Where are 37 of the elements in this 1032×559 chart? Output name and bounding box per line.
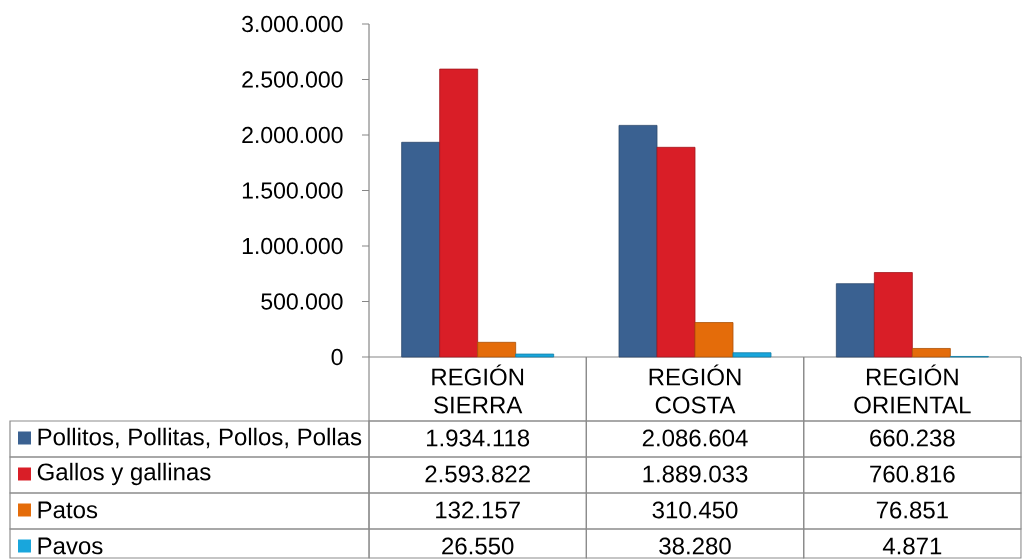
data-label: 2.593.822 bbox=[425, 465, 530, 483]
data-label: 1.889.033 bbox=[643, 465, 748, 483]
x-tick-label: REGIÓN ORIENTAL bbox=[854, 364, 971, 414]
y-tick-label: 3.000.000 bbox=[242, 15, 343, 33]
bar bbox=[732, 352, 772, 358]
data-label: 310.450 bbox=[652, 501, 738, 519]
bar bbox=[835, 283, 875, 358]
data-label: 4.871 bbox=[882, 537, 942, 555]
data-label: 1.934.118 bbox=[427, 429, 530, 447]
legend-label: Pollitos, Pollitas, Pollos, Pollas bbox=[38, 427, 362, 449]
legend-label: Patos bbox=[38, 501, 98, 519]
data-label: 38.280 bbox=[659, 537, 731, 555]
bar bbox=[656, 146, 696, 358]
bar bbox=[618, 124, 658, 358]
x-tick-label: REGIÓN SIERRA bbox=[432, 364, 524, 414]
legend-label: Gallos y gallinas bbox=[37, 462, 211, 486]
data-label: 660.238 bbox=[870, 429, 955, 447]
bar bbox=[694, 322, 734, 358]
data-label: 132.157 bbox=[436, 501, 520, 519]
x-tick-label: REGIÓN COSTA bbox=[649, 364, 741, 414]
y-tick-label: 1.500.000 bbox=[242, 182, 343, 199]
data-label: 26.550 bbox=[442, 537, 514, 555]
bar bbox=[477, 341, 517, 358]
y-tick-label: 2.500.000 bbox=[242, 71, 343, 88]
y-tick-label: 2.000.000 bbox=[242, 126, 343, 144]
data-label: 76.851 bbox=[876, 501, 948, 519]
legend-label: Pavos bbox=[38, 537, 103, 555]
y-tick-label: 0 bbox=[331, 348, 343, 366]
bar bbox=[911, 348, 951, 358]
data-label: 2.086.604 bbox=[642, 429, 748, 447]
bar bbox=[401, 141, 441, 358]
bar bbox=[515, 353, 555, 358]
bar bbox=[439, 68, 479, 358]
bar bbox=[873, 272, 913, 358]
y-tick-label: 1.000.000 bbox=[242, 237, 343, 255]
data-label: 760.816 bbox=[870, 465, 955, 483]
y-tick-label: 500.000 bbox=[261, 293, 343, 310]
